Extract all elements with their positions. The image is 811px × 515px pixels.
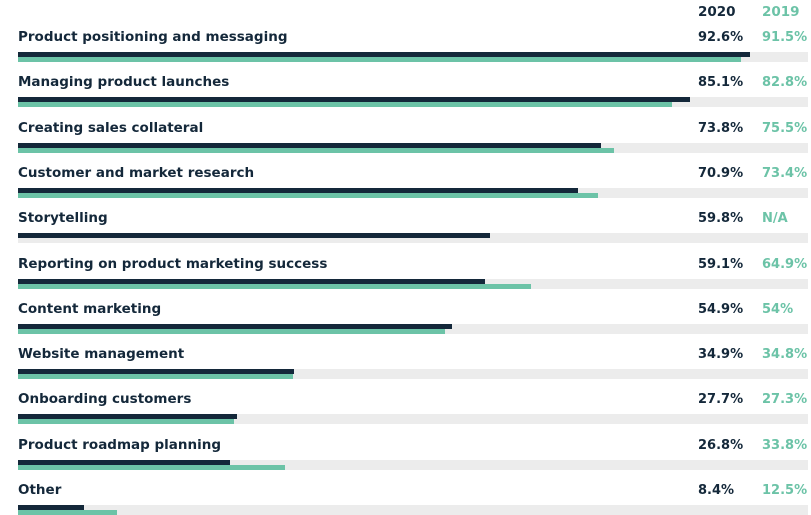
bar-2019 bbox=[18, 283, 531, 289]
category-label: Customer and market research bbox=[18, 164, 255, 181]
bar-2019 bbox=[18, 374, 293, 380]
value-label-2020: 26.8% bbox=[698, 437, 744, 453]
bar-2020 bbox=[18, 142, 602, 148]
value-label-2020: 59.8% bbox=[698, 211, 744, 227]
header-2019: 2019 bbox=[762, 4, 800, 20]
value-label-2019: 34.8% bbox=[762, 347, 808, 363]
value-label-2019: 12.5% bbox=[762, 483, 808, 498]
category-label: Storytelling bbox=[18, 210, 108, 227]
bar-2019 bbox=[18, 328, 445, 334]
value-label-2019: N/A bbox=[762, 211, 788, 227]
value-label-2020: 92.6% bbox=[698, 30, 744, 45]
bar-2020 bbox=[18, 323, 452, 329]
value-label-2019: 82.8% bbox=[762, 75, 808, 91]
bar-track bbox=[18, 414, 808, 425]
value-label-2020: 70.9% bbox=[698, 165, 744, 181]
value-label-2019: 64.9% bbox=[762, 256, 808, 272]
bar-2020 bbox=[18, 414, 237, 420]
bar-track bbox=[18, 505, 808, 515]
bar-2020 bbox=[18, 97, 691, 103]
bar-track bbox=[18, 459, 808, 470]
category-label: Website management bbox=[18, 346, 185, 363]
bar-2019 bbox=[18, 192, 598, 198]
category-label: Onboarding customers bbox=[18, 391, 192, 408]
category-label: Reporting on product marketing success bbox=[18, 255, 328, 272]
value-label-2019: 75.5% bbox=[762, 120, 808, 136]
value-label-2020: 8.4% bbox=[698, 483, 735, 498]
category-label: Managing product launches bbox=[18, 74, 230, 91]
bar-2020 bbox=[18, 505, 85, 510]
bar-2020 bbox=[18, 459, 230, 465]
bar-2019 bbox=[18, 419, 234, 425]
bar-2020 bbox=[18, 233, 491, 239]
value-label-2019: 73.4% bbox=[762, 165, 808, 181]
bar-track bbox=[18, 369, 808, 380]
category-label: Creating sales collateral bbox=[18, 119, 204, 136]
bar-2019 bbox=[18, 57, 741, 62]
value-label-2019: 91.5% bbox=[762, 30, 808, 45]
category-label: Other bbox=[18, 482, 62, 498]
header-2020: 2020 bbox=[698, 4, 736, 20]
value-label-2019: 33.8% bbox=[762, 437, 808, 453]
bar-2019 bbox=[18, 102, 673, 108]
bar-2020 bbox=[18, 369, 294, 375]
bar-2019 bbox=[18, 147, 615, 153]
value-label-2019: 27.3% bbox=[762, 392, 808, 408]
value-label-2020: 85.1% bbox=[698, 75, 744, 91]
value-label-2020: 27.7% bbox=[698, 392, 744, 408]
bar-2020 bbox=[18, 52, 750, 57]
value-label-2020: 73.8% bbox=[698, 120, 744, 136]
value-label-2020: 59.1% bbox=[698, 256, 744, 272]
value-label-2020: 54.9% bbox=[698, 301, 744, 317]
value-label-2019: 54% bbox=[762, 301, 794, 317]
value-label-2020: 34.9% bbox=[698, 347, 744, 363]
bar-track bbox=[18, 233, 808, 244]
bar-2020 bbox=[18, 278, 485, 284]
bar-2020 bbox=[18, 187, 579, 193]
category-label: Product roadmap planning bbox=[18, 436, 222, 453]
bar-2019 bbox=[18, 464, 286, 470]
category-label: Content marketing bbox=[18, 300, 162, 317]
category-label: Product positioning and messaging bbox=[18, 29, 288, 45]
